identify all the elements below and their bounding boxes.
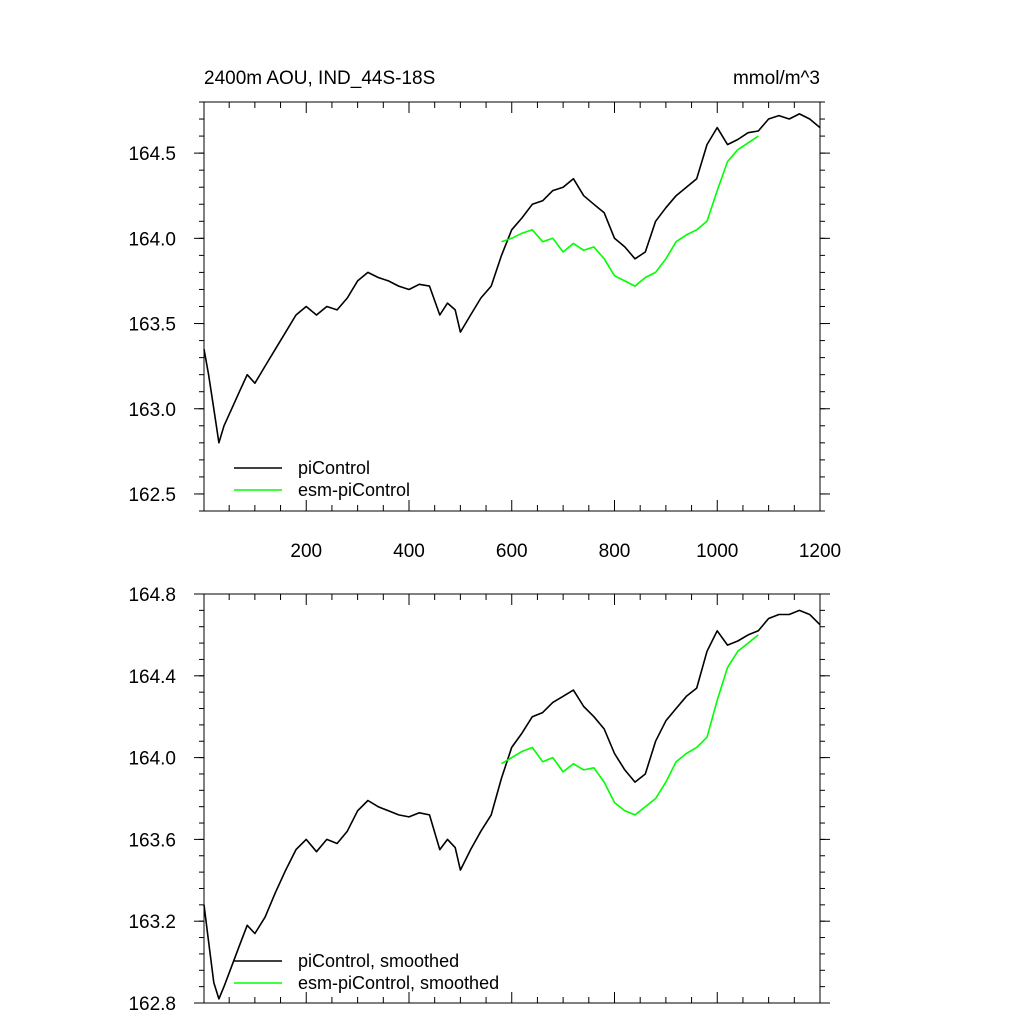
x-tick-label: 800 [599,541,631,562]
top-legend: piControl esm-piControl [234,458,410,500]
x-tick-label: 200 [290,541,322,562]
top-panel-title: 2400m AOU, IND_44S-18S [204,68,435,89]
legend-label-esm-picontrol-smoothed: esm-piControl, smoothed [298,973,499,993]
y-tick-label: 164.4 [128,667,176,688]
series-line [203,609,821,1000]
y-tick-label: 164.0 [128,749,176,770]
y-tick-label: 162.5 [128,485,176,506]
y-tick-label: 163.0 [128,400,176,421]
y-tick-label: 162.8 [128,994,176,1015]
x-tick-label: 1000 [696,541,738,562]
y-tick-label: 164.5 [128,144,176,165]
top-ticks [194,101,830,512]
x-tick-label: 400 [393,541,425,562]
top-panel: 2400m AOU, IND_44S-18S mmol/m^3 162.5 163… [128,68,841,562]
x-tick-label: 1200 [799,541,841,562]
y-tick-label: 163.5 [128,315,176,336]
top-series-lines [203,113,821,444]
y-tick-label: 164.8 [128,585,176,606]
legend-label-picontrol-smoothed: piControl, smoothed [298,951,459,971]
x-tick-label: 600 [496,541,528,562]
top-tick-labels: 162.5 163.0 163.5 164.0 164.5 200 400 600 800 100… [128,144,841,562]
bottom-plot-frame [203,593,821,1004]
bottom-ticks [194,593,830,1004]
top-panel-units: mmol/m^3 [733,68,820,89]
bottom-panel: 162.8 163.2 163.6 164.0 164.4 164.8 piControl… [128,585,830,1015]
series-line [501,135,759,287]
y-tick-label: 164.0 [128,229,176,250]
bottom-tick-labels: 162.8 163.2 163.6 164.0 164.4 164.8 [128,585,176,1015]
legend-label-picontrol: piControl [298,458,370,478]
y-tick-label: 163.2 [128,912,176,933]
legend-label-esm-picontrol: esm-piControl [298,480,410,500]
bottom-legend: piControl, smoothed esm-piControl, smoot… [234,951,499,993]
y-tick-label: 163.6 [128,830,176,851]
bottom-series-lines [203,609,821,1000]
series-line [501,634,759,816]
series-line [203,113,821,444]
